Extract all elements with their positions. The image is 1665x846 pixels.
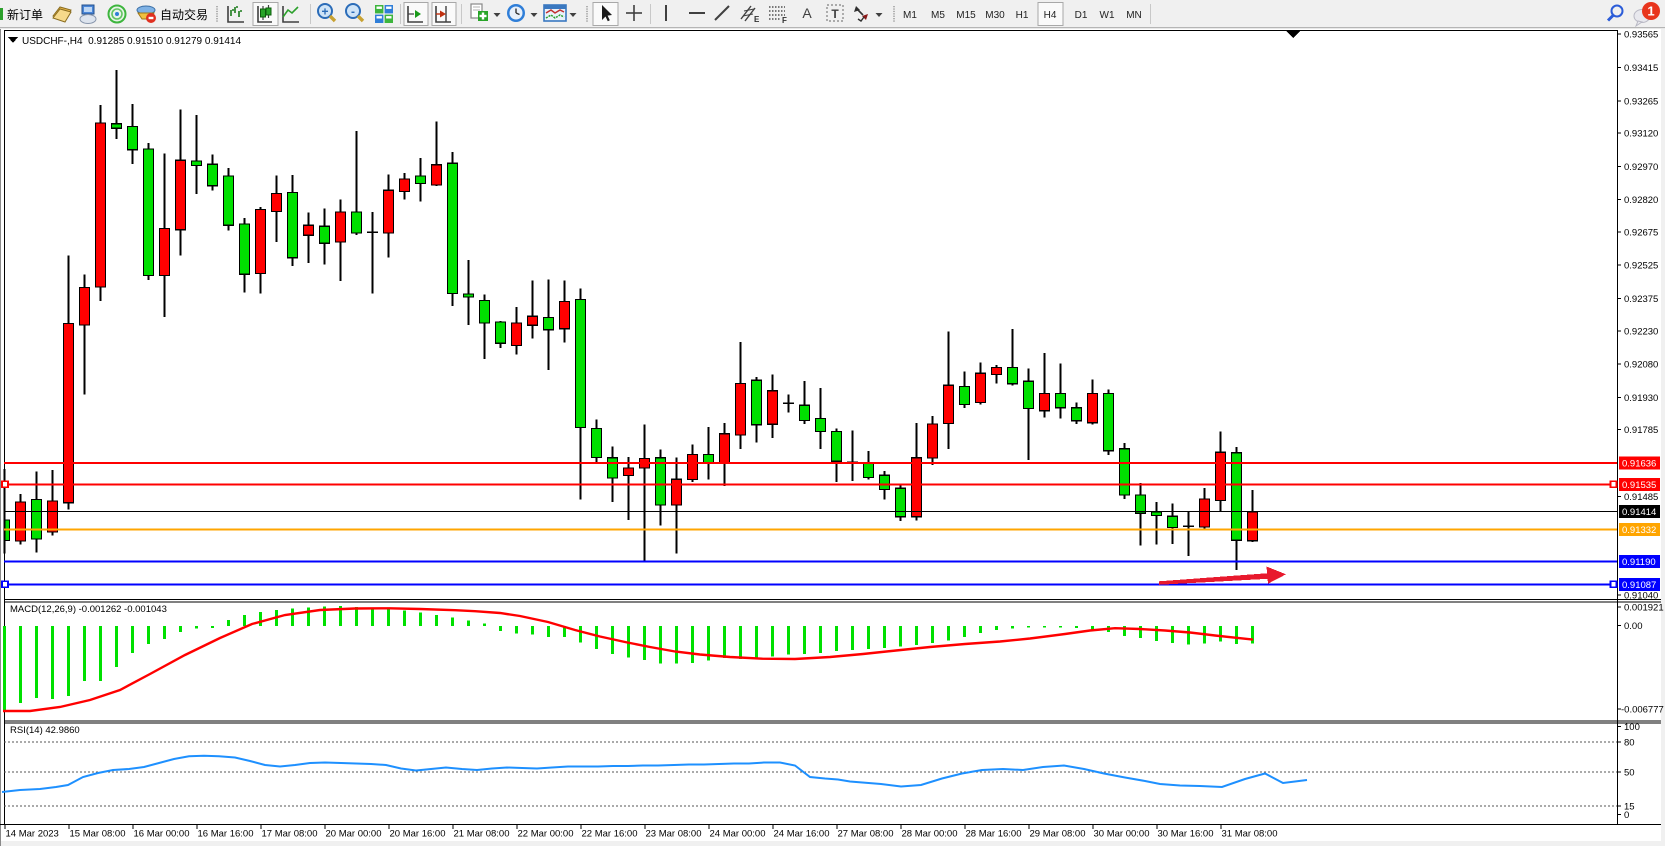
svg-text:H1: H1 (1016, 10, 1029, 21)
svg-text:0.93565: 0.93565 (1624, 30, 1658, 41)
svg-text:0.92080: 0.92080 (1624, 360, 1658, 371)
svg-text:0.92820: 0.92820 (1624, 195, 1658, 206)
svg-text:100: 100 (1624, 722, 1640, 733)
svg-text:0.001921: 0.001921 (1624, 603, 1664, 614)
svg-text:E: E (754, 15, 760, 24)
svg-text:-: - (351, 5, 355, 19)
svg-text:0.91414: 0.91414 (1622, 507, 1656, 518)
svg-text:0.91785: 0.91785 (1624, 425, 1658, 436)
svg-text:0.92375: 0.92375 (1624, 294, 1658, 305)
svg-text:30 Mar 16:00: 30 Mar 16:00 (1158, 829, 1214, 840)
svg-text:50: 50 (1624, 768, 1635, 779)
svg-text:0.91535: 0.91535 (1622, 480, 1656, 491)
svg-text:80: 80 (1624, 738, 1635, 749)
svg-text:M5: M5 (931, 10, 945, 21)
svg-text:H4: H4 (1044, 10, 1057, 21)
svg-text:28 Mar 16:00: 28 Mar 16:00 (966, 829, 1022, 840)
svg-text:+: + (321, 5, 328, 19)
svg-text:0.91190: 0.91190 (1622, 557, 1656, 568)
svg-text:0.91087: 0.91087 (1622, 580, 1656, 591)
svg-text:22 Mar 00:00: 22 Mar 00:00 (518, 829, 574, 840)
svg-text:15: 15 (1624, 802, 1635, 813)
svg-text:新订单: 新订单 (7, 7, 43, 22)
svg-text:0.92675: 0.92675 (1624, 227, 1658, 238)
svg-text:24 Mar 16:00: 24 Mar 16:00 (774, 829, 830, 840)
svg-text:0.92970: 0.92970 (1624, 162, 1658, 173)
svg-text:16 Mar 00:00: 16 Mar 00:00 (134, 829, 190, 840)
svg-text:A: A (802, 5, 812, 21)
svg-text:D1: D1 (1075, 10, 1088, 21)
svg-text:20 Mar 00:00: 20 Mar 00:00 (326, 829, 382, 840)
svg-text:M30: M30 (985, 10, 1005, 21)
svg-text:24 Mar 00:00: 24 Mar 00:00 (710, 829, 766, 840)
svg-text:22 Mar 16:00: 22 Mar 16:00 (582, 829, 638, 840)
svg-text:0.00: 0.00 (1624, 621, 1643, 632)
svg-text:15 Mar 08:00: 15 Mar 08:00 (70, 829, 126, 840)
svg-text:21 Mar 08:00: 21 Mar 08:00 (454, 829, 510, 840)
svg-text:30 Mar 00:00: 30 Mar 00:00 (1094, 829, 1150, 840)
svg-text:31 Mar 08:00: 31 Mar 08:00 (1222, 829, 1278, 840)
svg-text:17 Mar 08:00: 17 Mar 08:00 (262, 829, 318, 840)
svg-text:M15: M15 (956, 10, 976, 21)
svg-text:23 Mar 08:00: 23 Mar 08:00 (646, 829, 702, 840)
svg-text:W1: W1 (1100, 10, 1115, 21)
svg-text:自动交易: 自动交易 (160, 7, 208, 22)
svg-text:28 Mar 00:00: 28 Mar 00:00 (902, 829, 958, 840)
svg-text:0.93415: 0.93415 (1624, 63, 1658, 74)
svg-text:RSI(14) 42.9860: RSI(14) 42.9860 (10, 725, 80, 736)
svg-text:1: 1 (1647, 4, 1654, 19)
svg-text:M1: M1 (903, 10, 917, 21)
svg-text:F: F (782, 16, 787, 25)
svg-text:0.91040: 0.91040 (1624, 591, 1658, 602)
svg-text:0.91332: 0.91332 (1622, 525, 1656, 536)
svg-text:16 Mar 16:00: 16 Mar 16:00 (198, 829, 254, 840)
svg-text:0.93120: 0.93120 (1624, 129, 1658, 140)
svg-text:0.91930: 0.91930 (1624, 393, 1658, 404)
svg-text:0.92525: 0.92525 (1624, 261, 1658, 272)
svg-text:USDCHF-,H4 0.91285 0.91510 0.: USDCHF-,H4 0.91285 0.91510 0.91279 0.914… (22, 36, 241, 47)
svg-text:MACD(12,26,9) -0.001262 -0.001: MACD(12,26,9) -0.001262 -0.001043 (10, 604, 167, 615)
svg-text:MN: MN (1126, 10, 1142, 21)
svg-text:0.91485: 0.91485 (1624, 492, 1658, 503)
svg-text:0: 0 (1624, 810, 1629, 821)
svg-text:14 Mar 2023: 14 Mar 2023 (6, 829, 59, 840)
svg-text:29 Mar 08:00: 29 Mar 08:00 (1030, 829, 1086, 840)
svg-text:-0.006777: -0.006777 (1621, 705, 1664, 716)
svg-text:T: T (831, 7, 839, 21)
svg-text:20 Mar 16:00: 20 Mar 16:00 (390, 829, 446, 840)
svg-text:0.93265: 0.93265 (1624, 96, 1658, 107)
svg-text:0.92230: 0.92230 (1624, 326, 1658, 337)
svg-text:0.91636: 0.91636 (1622, 458, 1656, 469)
svg-text:27 Mar 08:00: 27 Mar 08:00 (838, 829, 894, 840)
